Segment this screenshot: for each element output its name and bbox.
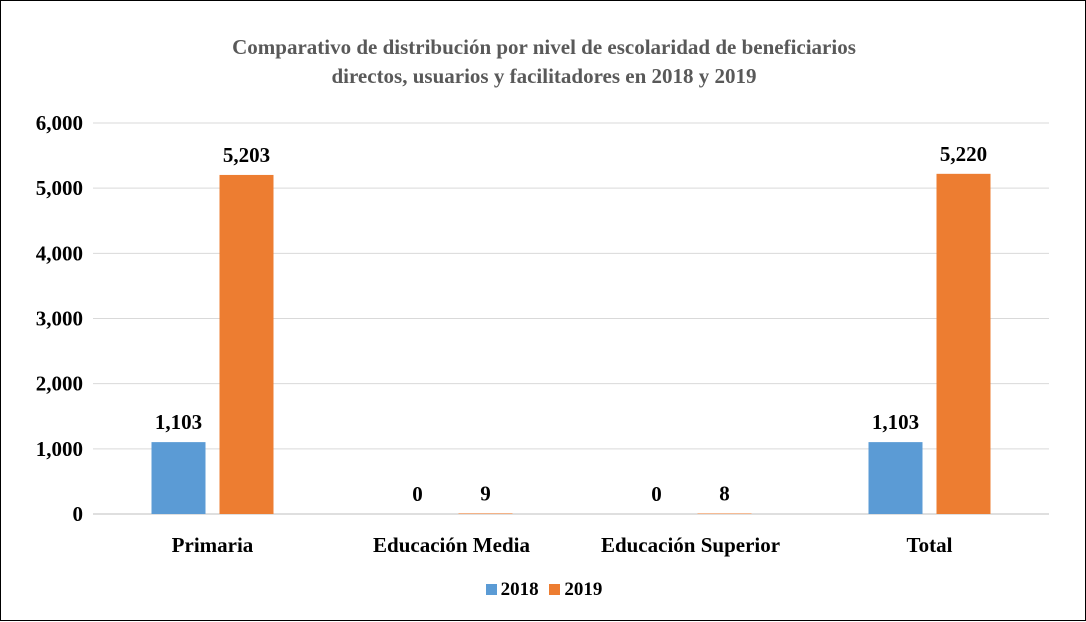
x-tick-label-total: Total xyxy=(907,533,953,557)
y-tick-label-0: 0 xyxy=(73,502,84,526)
legend-label-2018: 2018 xyxy=(500,579,539,600)
bar-2018-primaria xyxy=(151,442,206,514)
x-tick-label-primaria: Primaria xyxy=(172,533,254,557)
y-tick-label-4000: 4,000 xyxy=(36,241,83,265)
legend-item-2018: 2018 xyxy=(485,579,539,601)
chart-title-line-1: Comparativo de distribución por nivel de… xyxy=(232,35,856,59)
bar-2018-total xyxy=(868,442,923,514)
legend-swatch-2019 xyxy=(549,584,561,595)
chart-title: Comparativo de distribución por nivel de… xyxy=(1,33,1086,91)
data-label-2019-primaria: 5,203 xyxy=(223,143,270,167)
y-tick-label-1000: 1,000 xyxy=(36,437,83,461)
bar-2019-educaci-n-media xyxy=(458,513,513,514)
bar-2019-total xyxy=(936,173,991,514)
data-label-2018-educaci-n-superior: 0 xyxy=(651,482,662,506)
data-label-2019-educaci-n-superior: 8 xyxy=(719,481,730,505)
chart-legend: 2018 2019 xyxy=(1,579,1086,601)
y-tick-label-5000: 5,000 xyxy=(36,176,83,200)
data-label-2019-educaci-n-media: 9 xyxy=(480,481,491,505)
data-label-2018-educaci-n-media: 0 xyxy=(412,482,423,506)
x-tick-label-educaci-n-media: Educación Media xyxy=(373,533,530,557)
legend-swatch-2018 xyxy=(485,584,497,595)
legend-label-2019: 2019 xyxy=(564,579,603,600)
bar-2019-educaci-n-superior xyxy=(697,513,752,514)
data-label-2019-total: 5,220 xyxy=(940,142,987,166)
data-label-2018-primaria: 1,103 xyxy=(155,410,202,434)
data-label-2018-total: 1,103 xyxy=(872,410,919,434)
x-tick-label-educaci-n-superior: Educación Superior xyxy=(601,533,780,557)
legend-item-2019: 2019 xyxy=(549,579,602,601)
y-tick-label-3000: 3,000 xyxy=(36,307,83,331)
y-tick-label-2000: 2,000 xyxy=(36,372,83,396)
bar-2019-primaria xyxy=(219,174,274,514)
y-tick-label-6000: 6,000 xyxy=(36,111,83,135)
chart-title-line-2: directos, usuarios y facilitadores en 20… xyxy=(331,64,757,88)
